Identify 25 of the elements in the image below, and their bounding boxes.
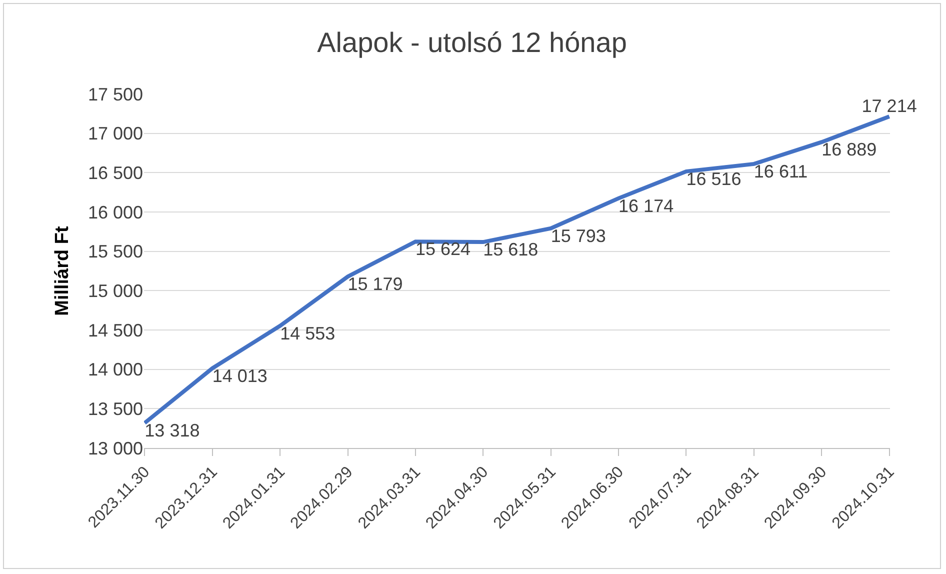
data-label: 16 174	[618, 196, 674, 216]
y-tick-label: 15 000	[88, 280, 143, 301]
data-label: 16 516	[686, 168, 742, 189]
data-label: 13 318	[144, 420, 200, 440]
data-label: 16 889	[822, 140, 877, 160]
y-axis-title: Milliárd Ft	[52, 225, 73, 316]
data-label: 14 013	[212, 366, 268, 386]
data-label: 15 624	[415, 239, 471, 260]
data-label: 14 553	[280, 323, 336, 344]
y-tick-label: 16 500	[88, 162, 143, 183]
data-label: 15 793	[550, 226, 606, 246]
y-tick-label: 13 000	[88, 438, 143, 458]
y-tick-label: 14 500	[88, 320, 143, 340]
y-tick-label: 16 000	[88, 202, 143, 222]
data-label: 15 618	[483, 240, 538, 260]
chart-title: Alapok - utolsó 12 hónap	[317, 26, 627, 58]
y-tick-label: 13 500	[88, 398, 143, 419]
data-label: 16 611	[754, 161, 808, 182]
y-tick-label: 15 500	[88, 242, 143, 262]
y-tick-label: 17 000	[88, 124, 143, 144]
data-label: 15 179	[348, 274, 403, 294]
line-series	[144, 114, 890, 425]
data-label: 17 214	[862, 96, 917, 116]
y-tick-label: 17 500	[88, 84, 143, 104]
y-tick-label: 14 000	[88, 360, 143, 380]
